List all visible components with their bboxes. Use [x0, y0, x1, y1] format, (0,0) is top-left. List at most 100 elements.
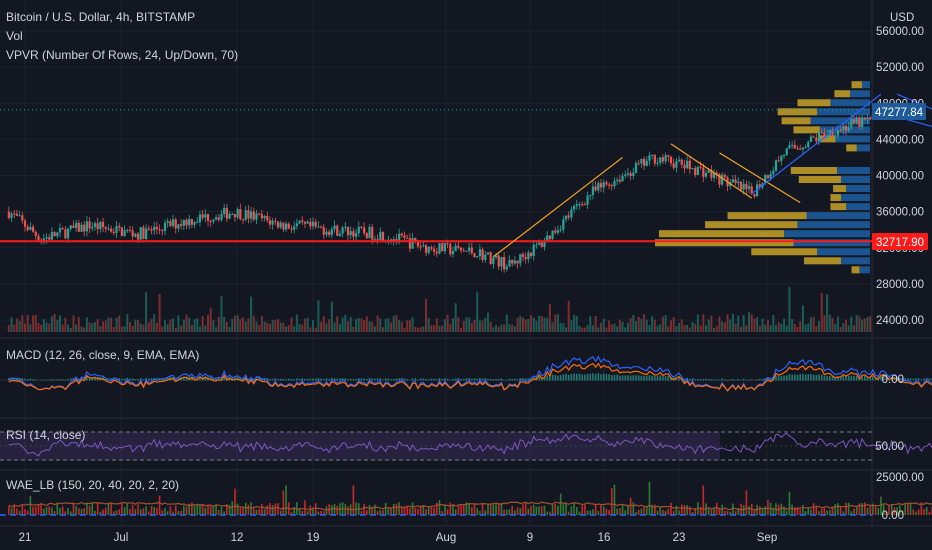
- wae-bar: [226, 504, 228, 515]
- volume-bar: [791, 319, 794, 332]
- volume-bar: [680, 319, 683, 332]
- wae-bar: [839, 505, 842, 515]
- macd-histogram-bar: [715, 379, 718, 381]
- wae-bar: [325, 506, 328, 515]
- wae-tick-label: 0.00: [882, 510, 904, 522]
- macd-histogram-bar: [304, 378, 306, 381]
- macd-histogram-bar: [88, 376, 91, 381]
- candle-body: [473, 253, 476, 258]
- macd-histogram-bar: [387, 378, 390, 381]
- candle-body: [174, 219, 177, 229]
- macd-histogram-bar: [148, 378, 150, 381]
- macd-histogram-bar: [748, 379, 750, 381]
- candle-body: [823, 132, 826, 139]
- rsi-label[interactable]: RSI (14, close): [6, 428, 85, 442]
- candle-body: [56, 232, 59, 237]
- macd-histogram-bar: [866, 376, 869, 381]
- wae-bar: [296, 502, 298, 515]
- volume-bar: [333, 322, 336, 332]
- wae-bar: [59, 508, 61, 515]
- wae-bar: [853, 508, 855, 515]
- volume-bar: [258, 325, 261, 332]
- wae-bar: [581, 505, 583, 515]
- macd-histogram-bar: [659, 375, 662, 381]
- candle-body: [909, 122, 911, 128]
- macd-histogram-bar: [732, 378, 734, 381]
- candle-body: [398, 233, 401, 241]
- macd-histogram-bar: [121, 378, 123, 381]
- macd-histogram-bar: [745, 379, 748, 381]
- macd-histogram-bar: [56, 379, 59, 381]
- candle-body: [155, 226, 158, 230]
- wae-bar: [40, 504, 42, 515]
- chart-title[interactable]: Bitcoin / U.S. Dollar, 4h, BITSTAMP: [6, 10, 195, 24]
- volume-bar: [29, 324, 32, 332]
- wae-bar: [274, 503, 277, 515]
- candle-body: [699, 166, 702, 168]
- wae-bar: [301, 511, 304, 515]
- wae-bar: [166, 511, 169, 515]
- volume-bar: [293, 326, 296, 332]
- macd-histogram-bar: [325, 378, 328, 381]
- macd-label[interactable]: MACD (12, 26, close, 9, EMA, EMA): [6, 348, 199, 362]
- drawings[interactable]: [0, 31, 932, 258]
- wae-bar: [61, 506, 64, 515]
- macd-histogram-bar: [285, 379, 287, 381]
- volume-bar: [750, 314, 753, 332]
- volume-bar: [209, 307, 212, 332]
- macd-histogram-bar: [584, 374, 586, 381]
- candle-body: [66, 228, 70, 239]
- wae-bar: [312, 507, 314, 515]
- price-axis[interactable]: 56000.0052000.0048000.0044000.0040000.00…: [875, 26, 924, 522]
- candle-body: [231, 213, 234, 215]
- wae-bar: [559, 493, 562, 515]
- macd-histogram-bar: [726, 380, 729, 381]
- macd-line: [8, 355, 932, 393]
- macd-histogram-bar: [441, 379, 444, 381]
- wae-bar: [662, 509, 664, 515]
- macd-histogram-bar: [573, 373, 575, 381]
- candle-body: [691, 168, 694, 170]
- wae-bar: [454, 509, 457, 515]
- candle-body: [718, 174, 721, 185]
- candle-body: [325, 231, 328, 235]
- wae-bar: [554, 503, 557, 515]
- macd-histogram-bar: [24, 378, 26, 381]
- wae-label[interactable]: WAE_LB (150, 20, 40, 20, 2, 20): [6, 478, 179, 492]
- time-axis[interactable]: 21 Jul 12 19 Aug 9 16 23 Sep: [19, 532, 778, 544]
- macd-histogram-bar: [468, 378, 470, 381]
- volume-bar: [42, 319, 45, 332]
- wae-bar: [67, 507, 69, 515]
- volume-bar: [220, 296, 223, 332]
- volume-bar: [88, 322, 91, 332]
- candle-body: [376, 239, 379, 241]
- volume-bar: [793, 323, 796, 332]
- wae-bar: [567, 511, 570, 515]
- wae-bar: [317, 511, 320, 515]
- volume-label[interactable]: Vol: [6, 29, 23, 43]
- macd-histogram-bar: [290, 378, 293, 381]
- volume-bar: [605, 327, 608, 332]
- volume-bar: [15, 318, 18, 332]
- volume-bar: [742, 315, 745, 332]
- volume-bar: [554, 314, 557, 332]
- wae-bar: [252, 507, 255, 515]
- wae-bar: [331, 505, 333, 515]
- volume-bar: [707, 319, 710, 332]
- candle-body: [656, 162, 659, 164]
- wae-bar: [244, 502, 247, 515]
- candle-body: [387, 239, 390, 241]
- wae-bar: [635, 511, 637, 515]
- vpvr-label[interactable]: VPVR (Number Of Rows, 24, Up/Down, 70): [6, 48, 238, 62]
- macd-histogram-bar: [845, 376, 847, 381]
- wae-bar: [481, 503, 484, 515]
- macd-histogram-bar: [484, 378, 487, 381]
- wae-bar: [390, 508, 392, 515]
- wae-bar: [72, 502, 75, 515]
- price-tick-label: 52000.00: [876, 62, 924, 74]
- macd-histogram-bar: [444, 378, 446, 381]
- macd-histogram-bar: [317, 378, 320, 381]
- candle-body: [543, 242, 546, 247]
- volume-bar: [745, 325, 748, 332]
